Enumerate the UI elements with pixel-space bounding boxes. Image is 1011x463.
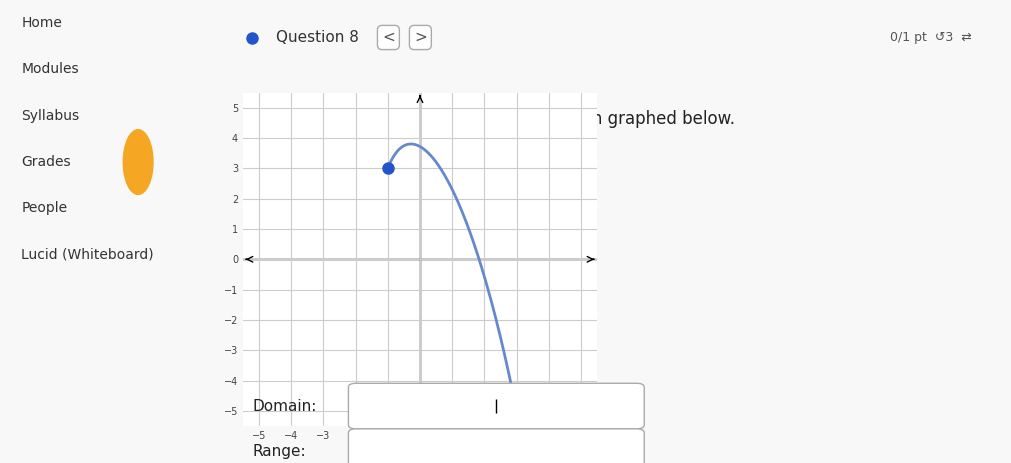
Text: Modules: Modules (21, 63, 79, 76)
Text: Range:: Range: (253, 444, 305, 459)
Text: 14: 14 (130, 157, 146, 167)
Text: Lucid (Whiteboard): Lucid (Whiteboard) (21, 248, 154, 262)
FancyBboxPatch shape (348, 383, 644, 429)
Circle shape (123, 130, 153, 194)
Text: Domain:: Domain: (253, 399, 316, 413)
Text: <: < (382, 30, 394, 45)
Text: Question 8: Question 8 (276, 30, 359, 45)
FancyBboxPatch shape (348, 429, 644, 463)
Text: People: People (21, 201, 68, 215)
Text: >: > (413, 30, 427, 45)
Text: Find the domain and range of the function graphed below.: Find the domain and range of the functio… (253, 110, 735, 128)
Text: Grades: Grades (21, 155, 71, 169)
Text: Home: Home (21, 16, 62, 30)
Text: Syllabus: Syllabus (21, 109, 79, 123)
Text: 0/1 pt  ↺3  ⇄: 0/1 pt ↺3 ⇄ (890, 31, 971, 44)
